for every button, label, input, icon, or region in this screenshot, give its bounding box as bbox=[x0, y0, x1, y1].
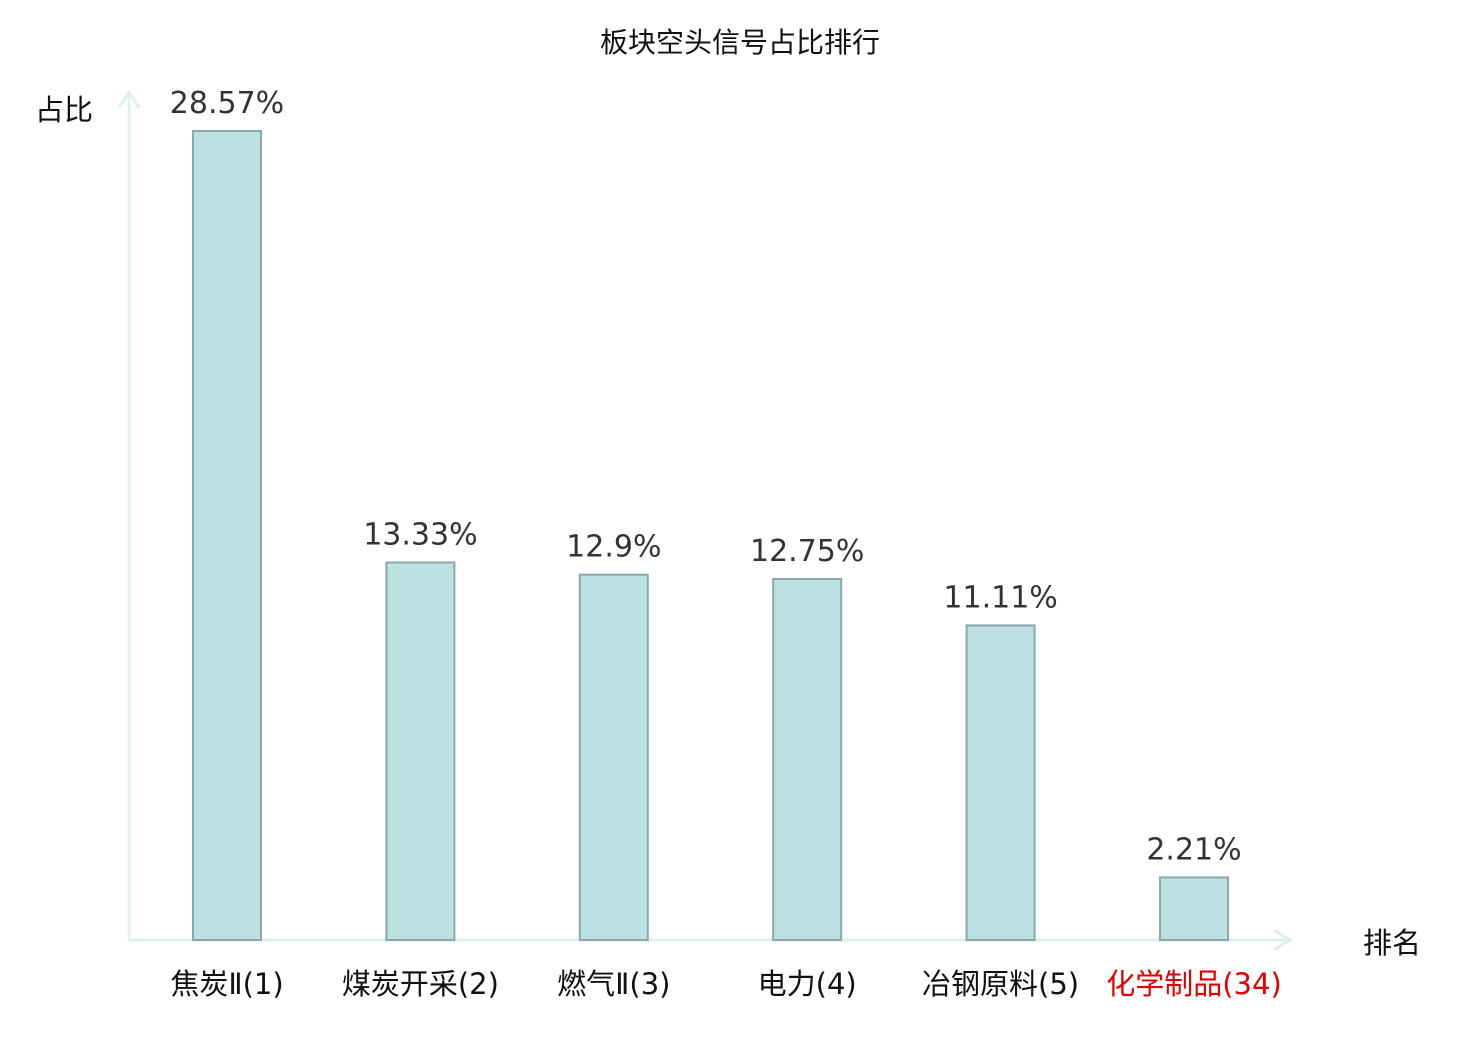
x-tick-label: 化学制品(34) bbox=[1106, 967, 1282, 1001]
bar bbox=[192, 130, 262, 941]
x-tick-label: 冶钢原料(5) bbox=[922, 967, 1079, 1001]
axes bbox=[117, 89, 1293, 952]
x-tick-label: 焦炭Ⅱ(1) bbox=[170, 967, 283, 1001]
x-tick-label: 煤炭开采(2) bbox=[342, 967, 499, 1001]
category-labels-group: 焦炭Ⅱ(1) 煤炭开采(2) 燃气Ⅱ(3) 电力(4) 冶钢原料(5) 化学制品(34) bbox=[170, 967, 1281, 1001]
bar-value-label: 12.75% bbox=[750, 534, 864, 569]
x-axis-label: 排名 bbox=[1363, 926, 1421, 960]
bar-value-label: 13.33% bbox=[363, 518, 477, 553]
x-axis-arrow-icon bbox=[1273, 928, 1293, 952]
x-tick-label: 燃气Ⅱ(3) bbox=[557, 967, 670, 1001]
bar bbox=[965, 624, 1036, 942]
bar bbox=[1159, 876, 1229, 942]
bar-value-label: 2.21% bbox=[1146, 832, 1241, 867]
y-axis-arrow-icon bbox=[117, 89, 141, 109]
chart-title: 板块空头信号占比排行 bbox=[600, 26, 880, 59]
bar-value-label: 28.57% bbox=[170, 86, 284, 121]
value-labels-group: 28.57% 13.33% 12.9% 12.75% 11.11% 2.21% bbox=[170, 86, 1242, 867]
x-tick-label: 电力(4) bbox=[758, 967, 857, 1001]
bars-group bbox=[192, 130, 1229, 942]
y-axis-label: 占比 bbox=[35, 93, 93, 127]
bar bbox=[772, 578, 843, 941]
bar-value-label: 12.9% bbox=[566, 530, 661, 565]
bar bbox=[385, 561, 456, 941]
bar bbox=[578, 573, 649, 941]
bar-value-label: 11.11% bbox=[943, 580, 1057, 615]
